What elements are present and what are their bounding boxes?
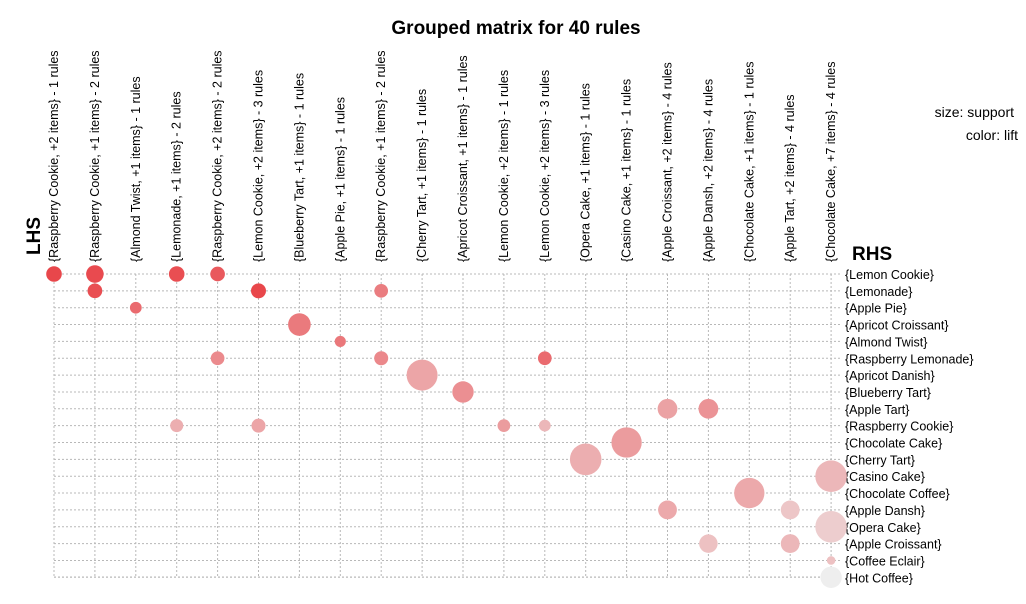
- rule-bubble: [251, 418, 266, 433]
- rule-bubble: [334, 335, 346, 347]
- lhs-group-label: {Almond Twist, +1 items} - 1 rules: [129, 76, 143, 262]
- lhs-group-label: {Raspberry Cookie, +2 items} - 1 rules: [47, 50, 61, 262]
- grid-lines: [53, 273, 840, 578]
- rule-bubble: [657, 398, 678, 419]
- lhs-group-label: {Apricot Croissant, +1 items} - 1 rules: [456, 55, 470, 262]
- rhs-item-label: {Chocolate Cake}: [845, 437, 942, 451]
- rhs-item-label: {Apricot Croissant}: [845, 319, 949, 333]
- lhs-group-label: {Opera Cake, +1 items} - 1 rules: [579, 83, 593, 262]
- rule-bubbles: [46, 265, 847, 588]
- rule-bubble: [210, 351, 225, 366]
- rhs-item-label: {Opera Cake}: [845, 521, 921, 535]
- rule-bubble: [86, 265, 104, 283]
- lhs-group-label: {Blueberry Tart, +1 items} - 1 rules: [292, 73, 306, 262]
- rule-bubble: [699, 534, 718, 553]
- rhs-item-label: {Apple Dansh}: [845, 504, 925, 518]
- rule-bubble: [497, 419, 511, 433]
- lhs-group-label: {Lemon Cookie, +2 items} - 3 rules: [252, 70, 266, 262]
- rhs-item-label: {Apple Croissant}: [845, 538, 942, 552]
- lhs-group-label: {Raspberry Cookie, +1 items} - 2 rules: [374, 50, 388, 262]
- rule-bubble: [374, 284, 389, 298]
- lhs-axis-label: LHS: [24, 217, 45, 255]
- rule-bubble: [780, 534, 800, 553]
- rhs-item-label: {Chocolate Coffee}: [845, 487, 950, 501]
- rule-bubble: [452, 381, 474, 403]
- lhs-group-label: {Chocolate Cake, +7 items} - 4 rules: [824, 62, 838, 262]
- rule-bubble: [537, 351, 552, 366]
- legend-color-note: color: lift: [966, 127, 1018, 143]
- rule-bubble: [170, 419, 184, 433]
- lhs-group-label: {Apple Pie, +1 items} - 1 rules: [333, 97, 347, 262]
- rule-bubble: [820, 566, 842, 588]
- lhs-group-label: {Raspberry Cookie, +1 items} - 2 rules: [88, 50, 102, 262]
- rhs-item-label: {Cherry Tart}: [845, 453, 915, 467]
- rule-bubble: [815, 510, 847, 543]
- chart-title: Grouped matrix for 40 rules: [391, 18, 640, 39]
- lhs-group-label: {Lemon Cookie, +2 items} - 3 rules: [538, 70, 552, 262]
- rule-bubble: [826, 556, 836, 565]
- lhs-group-label: {Lemonade, +1 items} - 2 rules: [170, 91, 184, 262]
- rule-bubble: [815, 460, 847, 493]
- lhs-group-label: {Casino Cake, +1 items} - 1 rules: [620, 79, 634, 262]
- rule-bubble: [569, 443, 602, 476]
- rule-bubble: [168, 266, 185, 282]
- rhs-item-label: {Coffee Eclair}: [845, 554, 925, 568]
- rule-bubble: [698, 398, 719, 419]
- rhs-item-label: {Casino Cake}: [845, 470, 925, 484]
- rhs-item-label: {Apple Tart}: [845, 403, 909, 417]
- rule-bubble: [288, 313, 311, 336]
- rhs-item-label: {Raspberry Cookie}: [845, 420, 953, 434]
- lhs-group-label: {Apple Croissant, +2 items} - 4 rules: [661, 62, 675, 262]
- rule-bubble: [374, 351, 389, 366]
- rule-bubble: [611, 427, 642, 458]
- rule-bubble: [251, 283, 266, 299]
- rule-bubble: [210, 266, 225, 282]
- rule-bubble: [734, 477, 765, 509]
- rhs-item-label: {Blueberry Tart}: [845, 386, 931, 400]
- rule-bubble: [780, 500, 800, 520]
- rule-bubble: [406, 359, 438, 391]
- lhs-group-label: {Raspberry Cookie, +2 items} - 2 rules: [211, 50, 225, 262]
- rhs-item-label: {Lemon Cookie}: [845, 268, 934, 282]
- legend-size-note: size: support: [935, 104, 1014, 120]
- lhs-group-labels: {Raspberry Cookie, +2 items} - 1 rules {R…: [47, 50, 838, 262]
- rule-bubble: [129, 301, 142, 314]
- rule-bubble: [87, 283, 103, 299]
- rhs-item-label: {Apple Pie}: [845, 302, 907, 316]
- lhs-group-label: {Apple Tart, +2 items} - 4 rules: [783, 94, 797, 262]
- rhs-item-label: {Lemonade}: [845, 285, 912, 299]
- rhs-axis-label: RHS: [852, 244, 892, 265]
- rule-bubble: [658, 500, 677, 520]
- rule-bubble: [46, 266, 62, 282]
- lhs-group-label: {Lemon Cookie, +2 items} - 1 rules: [497, 70, 511, 262]
- lhs-group-label: {Chocolate Cake, +1 items} - 1 rules: [742, 62, 756, 262]
- rhs-item-label: {Apricot Danish}: [845, 369, 935, 383]
- lhs-group-label: {Cherry Tart, +1 items} - 1 rules: [415, 89, 429, 262]
- rhs-item-label: {Hot Coffee}: [845, 571, 913, 585]
- rule-bubble: [538, 419, 551, 432]
- rhs-item-label: {Raspberry Lemonade}: [845, 352, 974, 366]
- lhs-group-label: {Apple Dansh, +2 items} - 4 rules: [701, 79, 715, 262]
- rhs-item-label: {Almond Twist}: [845, 335, 927, 349]
- rhs-item-labels: {Lemon Cookie} {Lemonade} {Apple Pie} {Apri…: [845, 268, 974, 585]
